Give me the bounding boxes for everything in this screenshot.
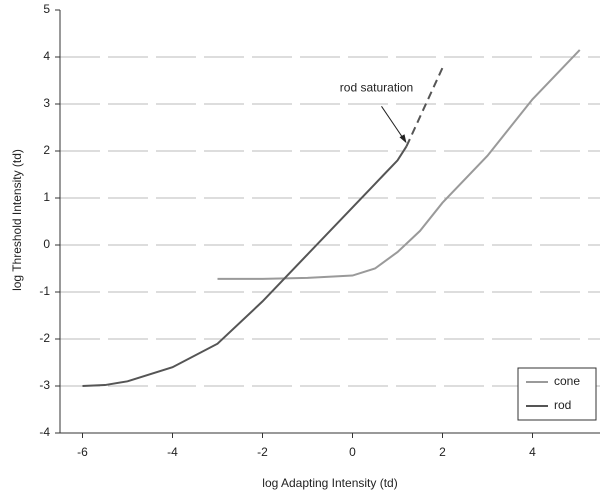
y-tick-label: 5	[43, 2, 50, 16]
x-tick-label: -2	[257, 445, 268, 459]
annotation-arrow	[381, 106, 405, 141]
saturation-line	[405, 67, 444, 147]
y-tick-label: 1	[43, 190, 50, 204]
annotation: rod saturation	[340, 80, 413, 94]
annotation-arrowhead	[399, 134, 407, 144]
y-tick-label: -1	[39, 284, 50, 298]
x-tick-label: 4	[529, 445, 536, 459]
line-series	[217, 49, 581, 280]
legend-label: cone	[554, 374, 580, 388]
y-tick-label: 0	[43, 237, 50, 251]
y-tick-label: 4	[43, 49, 50, 63]
y-tick-label: 2	[43, 143, 50, 157]
y-tick-label: 3	[43, 96, 50, 110]
x-tick-label: -4	[167, 445, 178, 459]
y-axis-label: log Threshold Intensity (td)	[10, 149, 24, 291]
legend-box	[517, 367, 597, 421]
y-tick-label: -3	[39, 378, 50, 392]
x-tick-label: -6	[77, 445, 88, 459]
x-tick-label: 2	[439, 445, 446, 459]
x-axis-label: log Adapting Intensity (td)	[262, 476, 397, 490]
y-tick-label: -2	[39, 331, 50, 345]
legend-label: rod	[554, 398, 571, 412]
y-tick-label: -4	[39, 425, 50, 439]
line-series	[82, 145, 408, 387]
x-tick-label: 0	[349, 445, 356, 459]
